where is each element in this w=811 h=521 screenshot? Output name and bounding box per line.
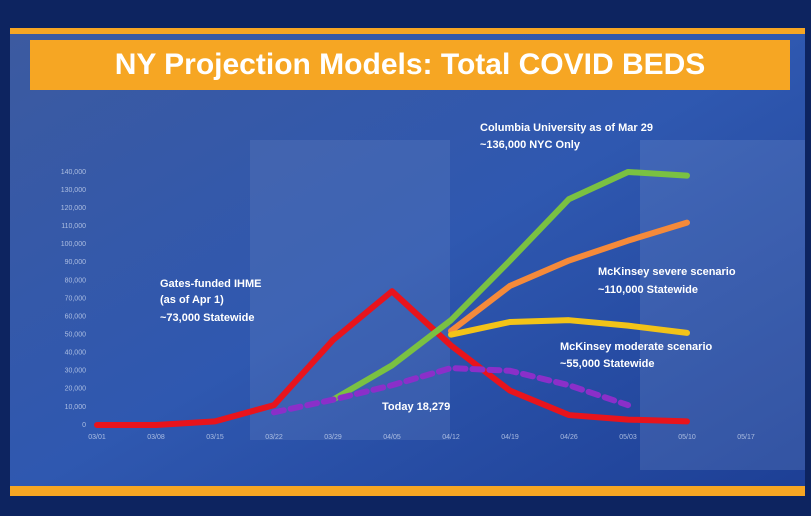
annotation: ~73,000 Statewide [160,312,254,324]
y-tick-label: 100,000 [61,241,86,248]
annotation: ~55,000 Statewide [560,358,654,370]
annotation: ~110,000 Statewide [598,284,698,296]
y-tick-label: 0 [82,422,86,429]
y-tick-label: 110,000 [61,223,86,230]
y-tick-label: 60,000 [65,313,87,320]
y-tick-label: 50,000 [65,331,87,338]
page: {"chart_data": {"type": "line", "title":… [0,0,811,516]
x-tick-label: 04/05 [383,434,401,441]
x-tick-label: 05/10 [678,434,696,441]
annotation: McKinsey severe scenario [598,266,736,278]
y-tick-label: 120,000 [61,205,86,212]
x-tick-label: 03/22 [265,434,283,441]
y-tick-label: 130,000 [61,187,86,194]
chart-title: NY Projection Models: Total COVID BEDS [115,48,706,81]
x-tick-label: 04/19 [501,434,519,441]
x-tick-label: 03/15 [206,434,224,441]
x-tick-label: 05/03 [619,434,637,441]
x-tick-label: 03/08 [147,434,165,441]
y-tick-label: 80,000 [65,277,87,284]
y-tick-label: 90,000 [65,259,87,266]
annotation: Gates-funded IHME [160,278,261,290]
bottom-stripe [10,486,805,496]
x-tick-label: 03/29 [324,434,342,441]
y-tick-label: 70,000 [65,295,87,302]
annotation: (as of Apr 1) [160,294,224,306]
x-tick-label: 04/26 [560,434,578,441]
annotation: ~136,000 NYC Only [480,139,581,151]
annotation: Today 18,279 [382,401,450,413]
top-stripe [10,28,805,34]
chart: NY Projection Models: Total COVID BEDS 0… [0,0,811,516]
annotation: Columbia University as of Mar 29 [480,122,653,134]
y-tick-label: 140,000 [61,169,86,176]
y-tick-label: 40,000 [65,350,87,357]
x-tick-label: 04/12 [442,434,460,441]
annotation: McKinsey moderate scenario [560,341,713,353]
y-tick-label: 20,000 [65,386,87,393]
x-tick-label: 05/17 [737,434,755,441]
x-tick-label: 03/01 [88,434,106,441]
y-tick-label: 10,000 [65,404,87,411]
y-tick-label: 30,000 [65,368,87,375]
